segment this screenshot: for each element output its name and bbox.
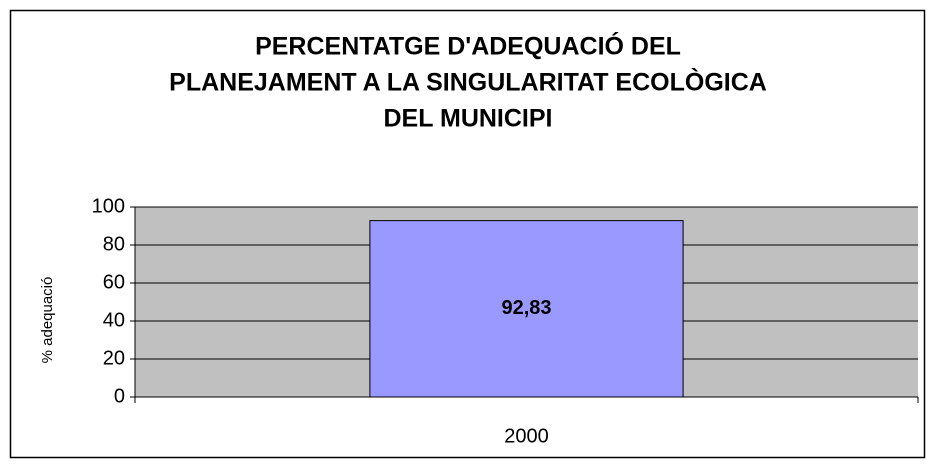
x-tick-label: 2000 [504,425,549,447]
y-tick-label: 60 [103,271,125,293]
data-label: 92,83 [501,297,551,319]
y-tick-label: 20 [103,347,125,369]
bar [369,220,684,398]
y-tick-label: 0 [114,385,125,407]
chart-title: PLANEJAMENT A LA SINGULARITAT ECOLÒGICA [169,67,767,97]
y-tick-label: 80 [103,233,125,255]
y-tick-label: 100 [92,195,125,217]
y-axis-label: % adequació [39,277,56,364]
chart-title: DEL MUNICIPI [384,105,553,133]
chart-title: PERCENTATGE D'ADEQUACIÓ DEL [255,31,681,61]
y-tick-label: 40 [103,309,125,331]
